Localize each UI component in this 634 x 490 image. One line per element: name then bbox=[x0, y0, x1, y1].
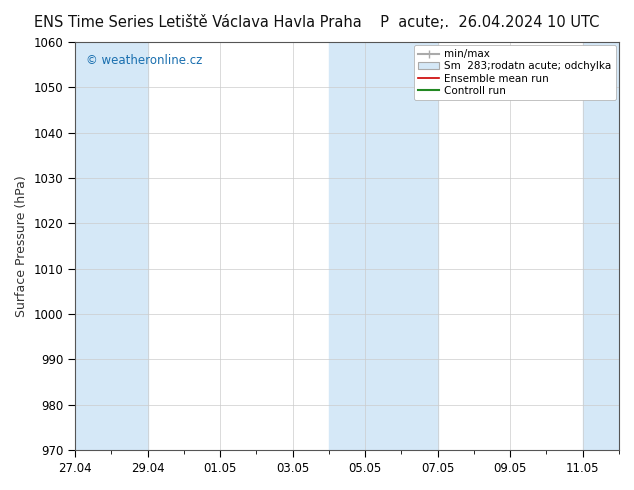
Text: © weatheronline.cz: © weatheronline.cz bbox=[86, 54, 202, 67]
Bar bbox=[75, 42, 148, 450]
Legend: min/max, Sm  283;rodatn acute; odchylka, Ensemble mean run, Controll run: min/max, Sm 283;rodatn acute; odchylka, … bbox=[414, 45, 616, 100]
Text: ENS Time Series Letiště Václava Havla Praha    P  acute;.  26.04.2024 10 UTC: ENS Time Series Letiště Václava Havla Pr… bbox=[34, 15, 600, 30]
Bar bbox=[365, 42, 437, 450]
Bar bbox=[583, 42, 619, 450]
Y-axis label: Surface Pressure (hPa): Surface Pressure (hPa) bbox=[15, 175, 28, 317]
Bar bbox=[329, 42, 401, 450]
